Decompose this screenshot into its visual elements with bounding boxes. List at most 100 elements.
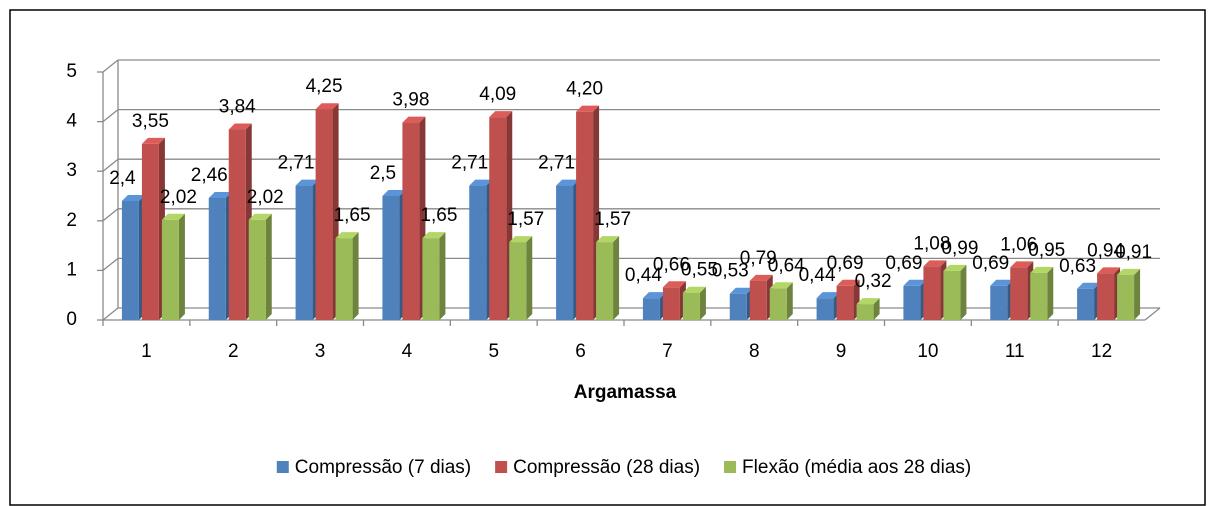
x-tick-label: 4 <box>402 341 413 362</box>
bar-group <box>856 298 880 320</box>
x-axis-depth <box>1144 307 1161 321</box>
bar-top <box>923 260 947 267</box>
bar-top <box>1117 268 1141 275</box>
x-tick-label: 10 <box>917 341 938 362</box>
x-tick-label: 9 <box>836 341 847 362</box>
bar <box>1030 272 1048 320</box>
bar-group <box>816 292 840 320</box>
bar-side <box>352 232 359 320</box>
y-tick-label: 3 <box>66 160 77 181</box>
bar-top <box>769 282 793 289</box>
bar <box>1117 274 1135 320</box>
bar-group <box>469 179 493 320</box>
x-tick-label: 12 <box>1091 341 1112 362</box>
legend-label: Flexão (média aos 28 dias) <box>742 457 971 478</box>
bar <box>856 304 874 320</box>
bar-group <box>208 191 232 320</box>
bar-group <box>1030 266 1054 320</box>
bar-top <box>1010 261 1034 268</box>
bar <box>335 238 353 320</box>
bar-top <box>141 137 165 144</box>
bar-top <box>382 190 406 196</box>
x-tick-label: 6 <box>575 341 586 362</box>
value-label: 2,5 <box>370 163 396 184</box>
x-tick-label: 1 <box>141 341 152 362</box>
bar-side <box>1047 266 1054 320</box>
value-label: 0,66 <box>653 254 690 275</box>
value-label: 0,44 <box>799 265 836 286</box>
bar-top <box>642 292 666 299</box>
bar <box>161 219 179 320</box>
bar-top <box>856 298 880 305</box>
x-tick-label: 7 <box>662 341 673 362</box>
bar-group <box>422 232 446 320</box>
bar <box>1010 267 1028 320</box>
x-tick-label: 8 <box>749 341 760 362</box>
bar <box>903 285 921 320</box>
grid-line-depth <box>102 109 119 123</box>
bar <box>749 280 767 320</box>
bar-group <box>729 287 753 320</box>
bar-group <box>335 232 359 320</box>
bar-top <box>208 191 232 198</box>
x-axis-title: Argamassa <box>574 382 677 403</box>
bar-top <box>469 179 493 186</box>
y-tick-label: 5 <box>66 61 77 82</box>
value-label: 1,57 <box>594 209 631 230</box>
bar-top <box>402 116 426 123</box>
bar-group <box>161 213 185 320</box>
value-label: 3,84 <box>219 97 256 118</box>
x-tick-label: 2 <box>228 341 239 362</box>
bar-group <box>769 282 793 320</box>
bar-top <box>1030 266 1054 273</box>
x-tick-label: 5 <box>488 341 499 362</box>
bar-top <box>335 232 359 239</box>
value-label: 0,69 <box>972 253 1009 274</box>
bar-top <box>556 179 580 186</box>
bar-group <box>1117 268 1141 320</box>
value-label: 2,4 <box>109 168 136 189</box>
bar-group <box>682 286 706 320</box>
bar <box>1097 273 1115 320</box>
value-label: 0,69 <box>885 253 922 274</box>
y-tick-label: 2 <box>66 210 77 231</box>
bar-group <box>141 137 165 320</box>
value-label: 0,99 <box>941 238 978 259</box>
bar-side <box>265 213 272 320</box>
value-label: 0,94 <box>1087 240 1124 261</box>
grid-line-depth <box>102 208 119 222</box>
bar-side <box>960 264 967 320</box>
bar-top <box>749 274 773 281</box>
bar-top <box>121 194 145 201</box>
bar-group <box>382 190 406 320</box>
value-label: 1,57 <box>507 209 544 230</box>
bar-group <box>295 179 319 320</box>
bar <box>248 219 266 320</box>
legend-label: Compressão (28 dias) <box>513 457 700 478</box>
bar-group <box>1097 267 1121 320</box>
bar-top <box>990 279 1014 286</box>
legend-label: Compressão (7 dias) <box>295 457 471 478</box>
value-label: 0,79 <box>740 248 777 269</box>
bar-group <box>642 292 666 320</box>
bar <box>682 292 700 320</box>
grid-line-depth <box>102 257 119 271</box>
bar-group <box>1010 261 1034 320</box>
bar <box>990 285 1008 320</box>
bar <box>489 117 507 320</box>
bar-group <box>923 260 947 320</box>
x-tick-label: 11 <box>1005 341 1025 362</box>
bar <box>923 266 941 320</box>
bar <box>469 185 487 320</box>
value-label: 3,98 <box>392 90 429 111</box>
bar-side <box>613 236 620 320</box>
bar-side <box>439 232 446 320</box>
bar-side <box>873 298 880 320</box>
bar <box>1077 288 1095 320</box>
value-label: 2,71 <box>278 153 315 174</box>
value-label: 0,64 <box>768 255 805 276</box>
value-label: 0,69 <box>827 253 864 274</box>
bar-group <box>556 179 580 320</box>
